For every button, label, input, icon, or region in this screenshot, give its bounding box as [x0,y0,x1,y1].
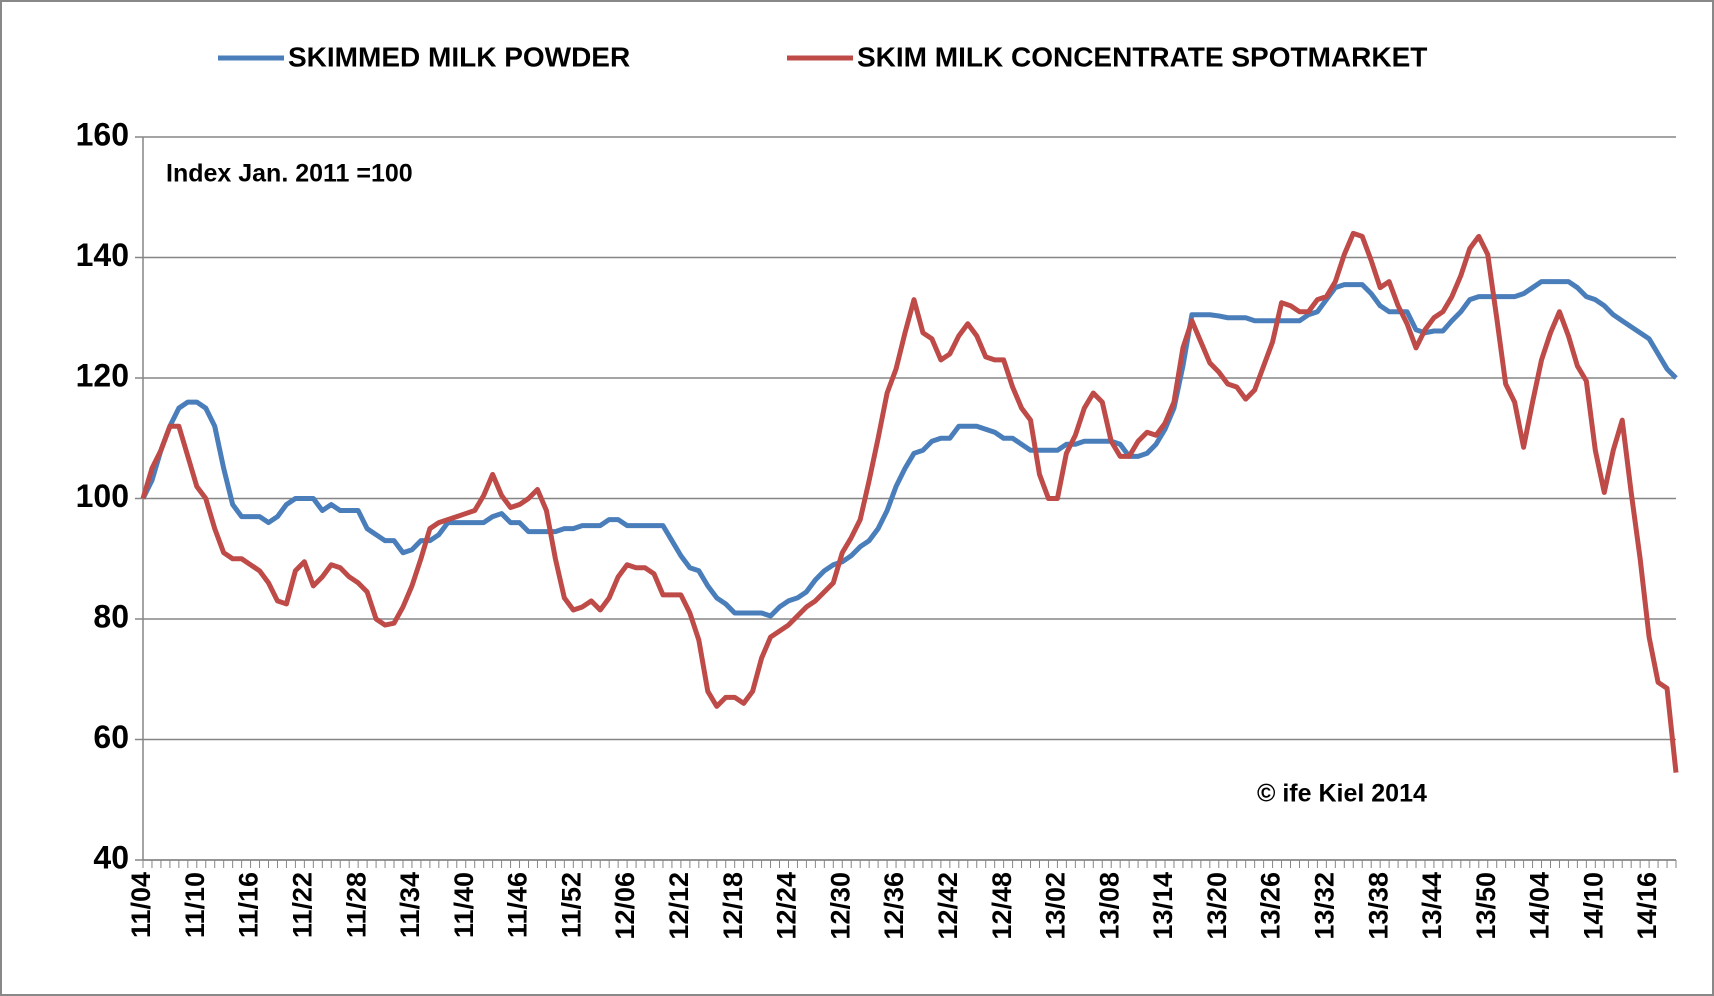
x-tick-label: 12/42 [933,872,963,940]
x-tick-label: 11/16 [234,872,264,938]
y-tick-label: 100 [76,478,129,514]
x-tick-label: 12/06 [610,872,640,940]
x-tick-label: 13/02 [1041,872,1071,940]
y-tick-label: 80 [93,598,129,634]
annotation: Index Jan. 2011 =100 [166,160,413,188]
y-tick-label: 120 [76,357,129,393]
series-line [140,279,1678,619]
x-tick-label: 11/22 [287,872,317,938]
x-tick-label: 11/52 [556,872,586,938]
x-tick-label: 11/40 [449,872,479,938]
y-tick-label: 60 [93,719,129,755]
x-tick-label: 11/04 [126,872,156,938]
x-tick-label: 13/32 [1309,872,1339,940]
x-tick-label: 13/08 [1094,872,1124,940]
x-tick-label: 11/28 [341,872,371,938]
y-tick-label: 40 [93,839,129,875]
x-tick-label: 11/34 [395,872,425,938]
x-tick-label: 14/04 [1525,872,1555,940]
x-tick-label: 12/36 [879,872,909,940]
x-tick-label: 12/12 [664,872,694,940]
y-tick-label: 160 [76,116,129,152]
annotation: © ife Kiel 2014 [1257,780,1427,808]
legend-label: SKIMMED MILK POWDER [288,41,630,72]
x-tick-label: 13/26 [1256,872,1286,940]
x-tick-label: 13/44 [1417,872,1447,940]
x-tick-label: 12/30 [825,872,855,940]
x-tick-label: 14/16 [1632,872,1662,940]
y-tick-label: 140 [76,237,129,273]
legend-label: SKIM MILK CONCENTRATE SPOTMARKET [857,41,1427,72]
x-tick-label: 12/18 [718,872,748,940]
x-tick-label: 13/20 [1202,872,1232,940]
x-tick-label: 13/14 [1148,872,1178,940]
x-tick-label: 11/46 [503,872,533,938]
x-tick-label: 14/10 [1578,872,1608,940]
x-tick-label: 12/48 [987,872,1017,940]
x-tick-label: 13/50 [1471,872,1501,940]
x-tick-label: 13/38 [1363,872,1393,940]
x-tick-label: 11/10 [180,872,210,938]
x-tick-label: 12/24 [772,872,802,940]
series-line [140,230,1679,773]
